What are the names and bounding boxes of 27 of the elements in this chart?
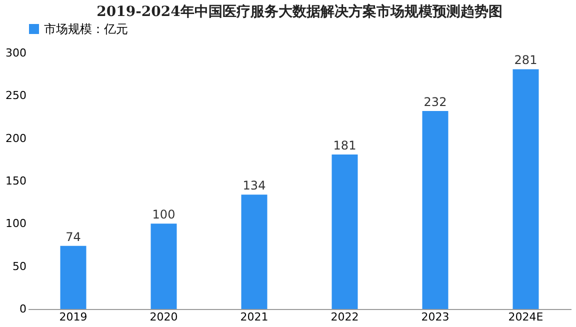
x-tick-label: 2022 xyxy=(330,310,359,324)
y-tick-label: 150 xyxy=(6,174,26,188)
bar xyxy=(150,224,177,309)
y-tick-label: 50 xyxy=(12,260,26,273)
x-tick-label: 2023 xyxy=(421,310,450,324)
bar xyxy=(332,154,358,309)
bar xyxy=(241,194,268,309)
y-tick-label: 0 xyxy=(20,302,26,316)
legend-label: 市场规模：亿元 xyxy=(44,22,128,36)
x-tick-label: 2021 xyxy=(240,310,268,324)
y-tick-label: 200 xyxy=(6,132,26,145)
x-tick-label: 2019 xyxy=(59,310,88,324)
y-tick-label: 250 xyxy=(6,89,26,102)
data-label: 74 xyxy=(66,230,81,244)
data-label: 281 xyxy=(514,53,538,68)
data-label: 134 xyxy=(242,178,266,193)
x-tick-label: 2024E xyxy=(508,310,544,324)
y-tick-label: 100 xyxy=(6,217,26,230)
bar xyxy=(60,246,86,309)
data-label: 100 xyxy=(152,208,176,222)
bar xyxy=(512,69,539,309)
chart-title: 2019-2024年中国医疗服务大数据解决方案市场规模预测趋势图 xyxy=(96,3,502,20)
y-tick-label: 300 xyxy=(6,46,26,60)
bar xyxy=(422,111,448,309)
x-tick-label: 2020 xyxy=(150,310,178,324)
data-label: 181 xyxy=(333,138,356,153)
data-label: 232 xyxy=(424,95,447,110)
